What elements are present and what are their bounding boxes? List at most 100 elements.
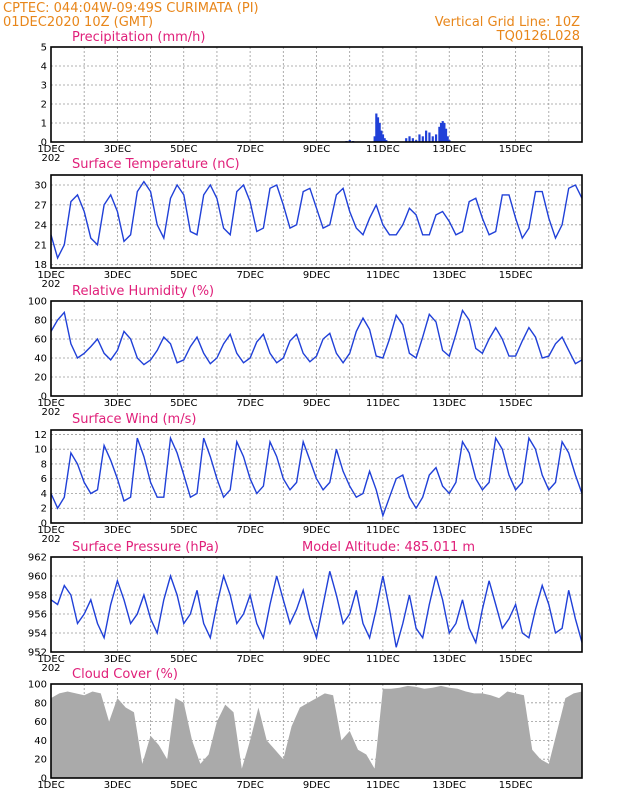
precip-bar xyxy=(444,128,448,142)
precip-bar xyxy=(415,140,418,142)
temperature-line xyxy=(50,180,583,260)
precip-bar xyxy=(431,136,434,142)
x-tick-label: 7DEC xyxy=(236,144,263,155)
y-tick-label: 952 xyxy=(28,648,47,659)
precip-bar xyxy=(441,121,444,142)
precip-bar xyxy=(411,138,414,142)
x-tick-label: 13DEC xyxy=(432,144,466,155)
x-tick-label: 1DEC xyxy=(37,144,64,155)
panel-wind: 0 2 4 6 8 10 12 1DEC 3DEC 5DEC 7DEC 9DEC 11DEC 13DEC 1… xyxy=(34,412,583,545)
y-tick-label: 0 xyxy=(41,519,47,530)
y-tick-label: 954 xyxy=(28,629,47,640)
precip-bar xyxy=(446,136,449,142)
y-tick-label: 100 xyxy=(28,680,47,691)
model-altitude: Model Altitude: 485.011 m xyxy=(302,540,475,555)
precip-bar xyxy=(438,126,441,142)
x-tick-label: 5DEC xyxy=(170,654,197,665)
x-tick-label: 9DEC xyxy=(303,270,330,281)
x-tick-label: 1DEC xyxy=(37,525,64,536)
x-tick-label: 9DEC xyxy=(303,654,330,665)
pressure-line xyxy=(50,571,583,648)
precip-bar xyxy=(421,136,424,142)
panel-title: Relative Humidity (%) xyxy=(72,284,214,299)
x-tick-label: 15DEC xyxy=(499,780,533,791)
x-tick-label: 11DEC xyxy=(366,525,400,536)
panel-frame xyxy=(50,46,583,143)
y-tick-label: 18 xyxy=(34,260,47,271)
x-tick-label: 11DEC xyxy=(366,654,400,665)
y-tick-label: 5 xyxy=(41,43,47,54)
y-tick-label: 40 xyxy=(34,354,47,365)
y-tick-label: 20 xyxy=(34,373,47,384)
y-tick-label: 30 xyxy=(34,180,47,191)
x-tick-label: 1DEC xyxy=(37,654,64,665)
panel-title: Surface Temperature (nC) xyxy=(72,157,240,172)
precip-bar xyxy=(434,134,438,142)
x-tick-label: 3DEC xyxy=(104,398,131,409)
y-tick-label: 27 xyxy=(34,200,47,211)
x-tick-label: 15DEC xyxy=(499,654,533,665)
y-tick-label: 2 xyxy=(41,504,47,515)
year-label: 202 xyxy=(41,663,60,674)
y-tick-label: 2 xyxy=(41,100,47,111)
x-tick-label: 13DEC xyxy=(432,270,466,281)
y-tick-label: 100 xyxy=(28,297,47,308)
panel-frame xyxy=(50,556,583,653)
y-tick-label: 3 xyxy=(41,81,47,92)
precip-bar xyxy=(418,134,421,142)
precip-bar xyxy=(383,138,386,142)
panel-title: Surface Wind (m/s) xyxy=(72,412,196,427)
x-tick-label: 13DEC xyxy=(432,525,466,536)
x-tick-label: 15DEC xyxy=(499,144,533,155)
precip-bar xyxy=(408,136,411,142)
y-tick-label: 10 xyxy=(34,445,47,456)
x-tick-label: 3DEC xyxy=(104,144,131,155)
year-label: 202 xyxy=(41,407,60,418)
x-tick-label: 7DEC xyxy=(236,525,263,536)
y-tick-label: 4 xyxy=(41,489,47,500)
y-tick-label: 20 xyxy=(34,755,47,766)
x-tick-label: 9DEC xyxy=(303,525,330,536)
panel-frame xyxy=(50,429,583,524)
precip-bar xyxy=(378,123,381,142)
panel-pressure: 952 954 956 958 960 962 1DEC 3DEC 5DEC 7DEC 9DEC 11… xyxy=(28,540,583,674)
y-tick-label: 0 xyxy=(41,774,47,785)
header-run-time: 01DEC2020 10Z (GMT) xyxy=(3,15,153,30)
precip-bar xyxy=(385,140,388,142)
panel-title: Surface Pressure (hPa) xyxy=(72,540,219,555)
x-tick-label: 9DEC xyxy=(303,398,330,409)
precip-bar xyxy=(373,136,376,142)
precip-bar xyxy=(348,140,351,142)
panel-precipitation: 0 1 2 3 4 5 1DEC 3DEC 5DEC 7DEC 9DEC 11DEC 13DEC 15DE… xyxy=(37,30,583,164)
panel-frame xyxy=(50,300,583,397)
x-tick-label: 7DEC xyxy=(236,780,263,791)
x-tick-label: 11DEC xyxy=(366,144,400,155)
humidity-line xyxy=(50,308,583,366)
x-tick-label: 7DEC xyxy=(236,270,263,281)
year-label: 202 xyxy=(41,153,60,164)
x-tick-label: 15DEC xyxy=(499,398,533,409)
x-tick-label: 7DEC xyxy=(236,398,263,409)
y-tick-label: 960 xyxy=(28,572,47,583)
x-tick-label: 15DEC xyxy=(499,270,533,281)
x-tick-label: 5DEC xyxy=(170,525,197,536)
panel-title: Precipitation (mm/h) xyxy=(72,30,205,45)
y-tick-label: 80 xyxy=(34,698,47,709)
precip-bar xyxy=(443,123,446,142)
y-tick-label: 21 xyxy=(34,240,47,251)
panel-humidity: 0 20 40 60 80 100 1DEC 3DEC 5DEC 7DEC 9DEC 11DEC 13D… xyxy=(28,284,583,418)
panel-title: Cloud Cover (%) xyxy=(72,667,178,682)
y-tick-label: 4 xyxy=(41,62,47,73)
x-tick-label: 3DEC xyxy=(104,780,131,791)
panel-temperature: 18 21 24 27 30 1DEC 3DEC 5DEC 7DEC 9DEC 11DEC 13DEC… xyxy=(34,157,583,290)
panel-frame xyxy=(50,174,583,269)
header-model: TQ0126L028 xyxy=(496,29,580,44)
panel-frame xyxy=(50,683,583,779)
x-tick-label: 13DEC xyxy=(432,654,466,665)
y-tick-label: 1 xyxy=(41,119,47,130)
cloud-cover-area xyxy=(51,685,582,778)
y-tick-label: 0 xyxy=(41,392,47,403)
y-tick-label: 958 xyxy=(28,591,47,602)
panels: 0 1 2 3 4 5 1DEC 3DEC 5DEC 7DEC 9DEC 11DEC 13DEC 15DE… xyxy=(28,30,583,791)
